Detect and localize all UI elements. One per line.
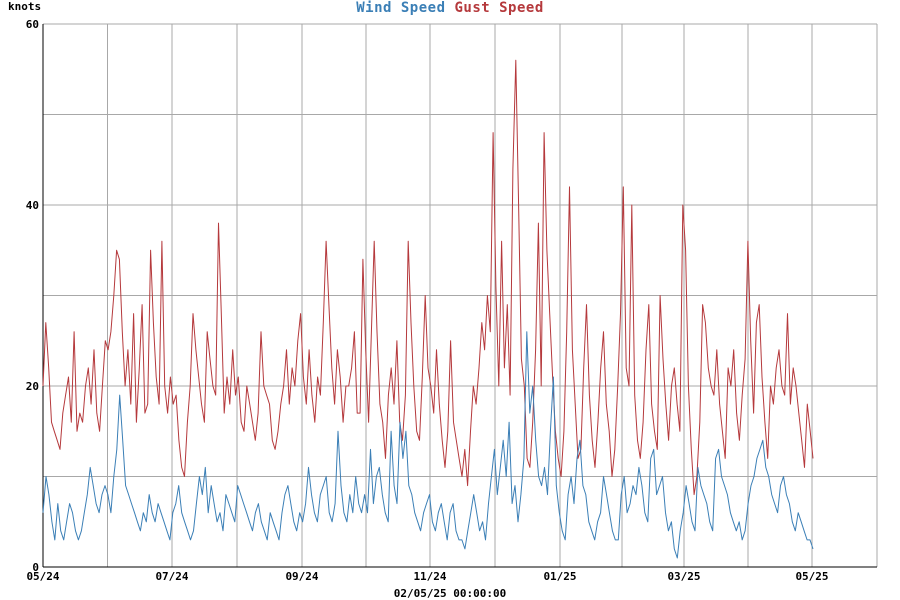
y-tick-label: 60 xyxy=(26,18,39,31)
y-tick-label: 0 xyxy=(32,561,39,574)
legend-wind-speed: Wind Speed xyxy=(356,0,446,16)
x-tick-labels: 05/24 07/24 09/24 11/24 01/25 03/25 05/25 xyxy=(26,570,828,583)
x-tick-label: 11/24 xyxy=(413,570,446,583)
y-tick-label: 40 xyxy=(26,199,39,212)
x-tick-label: 09/24 xyxy=(285,570,318,583)
x-tick-label: 07/24 xyxy=(155,570,188,583)
series-line-wind-speed xyxy=(42,331,814,559)
y-axis-unit: knots xyxy=(8,0,42,13)
y-tick-label: 20 xyxy=(26,380,39,393)
series-layer xyxy=(42,59,814,559)
footer-timestamp: 02/05/25 00:00:00 xyxy=(393,587,507,600)
grid xyxy=(42,23,878,568)
x-tick-label: 01/25 xyxy=(543,570,576,583)
chart-title: Wind Speed Gust Speed xyxy=(0,0,900,16)
axes xyxy=(42,24,877,568)
x-tick-label: 05/24 xyxy=(26,570,59,583)
x-tick-label: 03/25 xyxy=(667,570,700,583)
y-tick-labels: 0 20 40 60 xyxy=(26,18,39,574)
x-tick-label: 05/25 xyxy=(795,570,828,583)
legend-gust-speed: Gust Speed xyxy=(454,0,544,16)
series-line-gust-speed xyxy=(42,59,814,496)
